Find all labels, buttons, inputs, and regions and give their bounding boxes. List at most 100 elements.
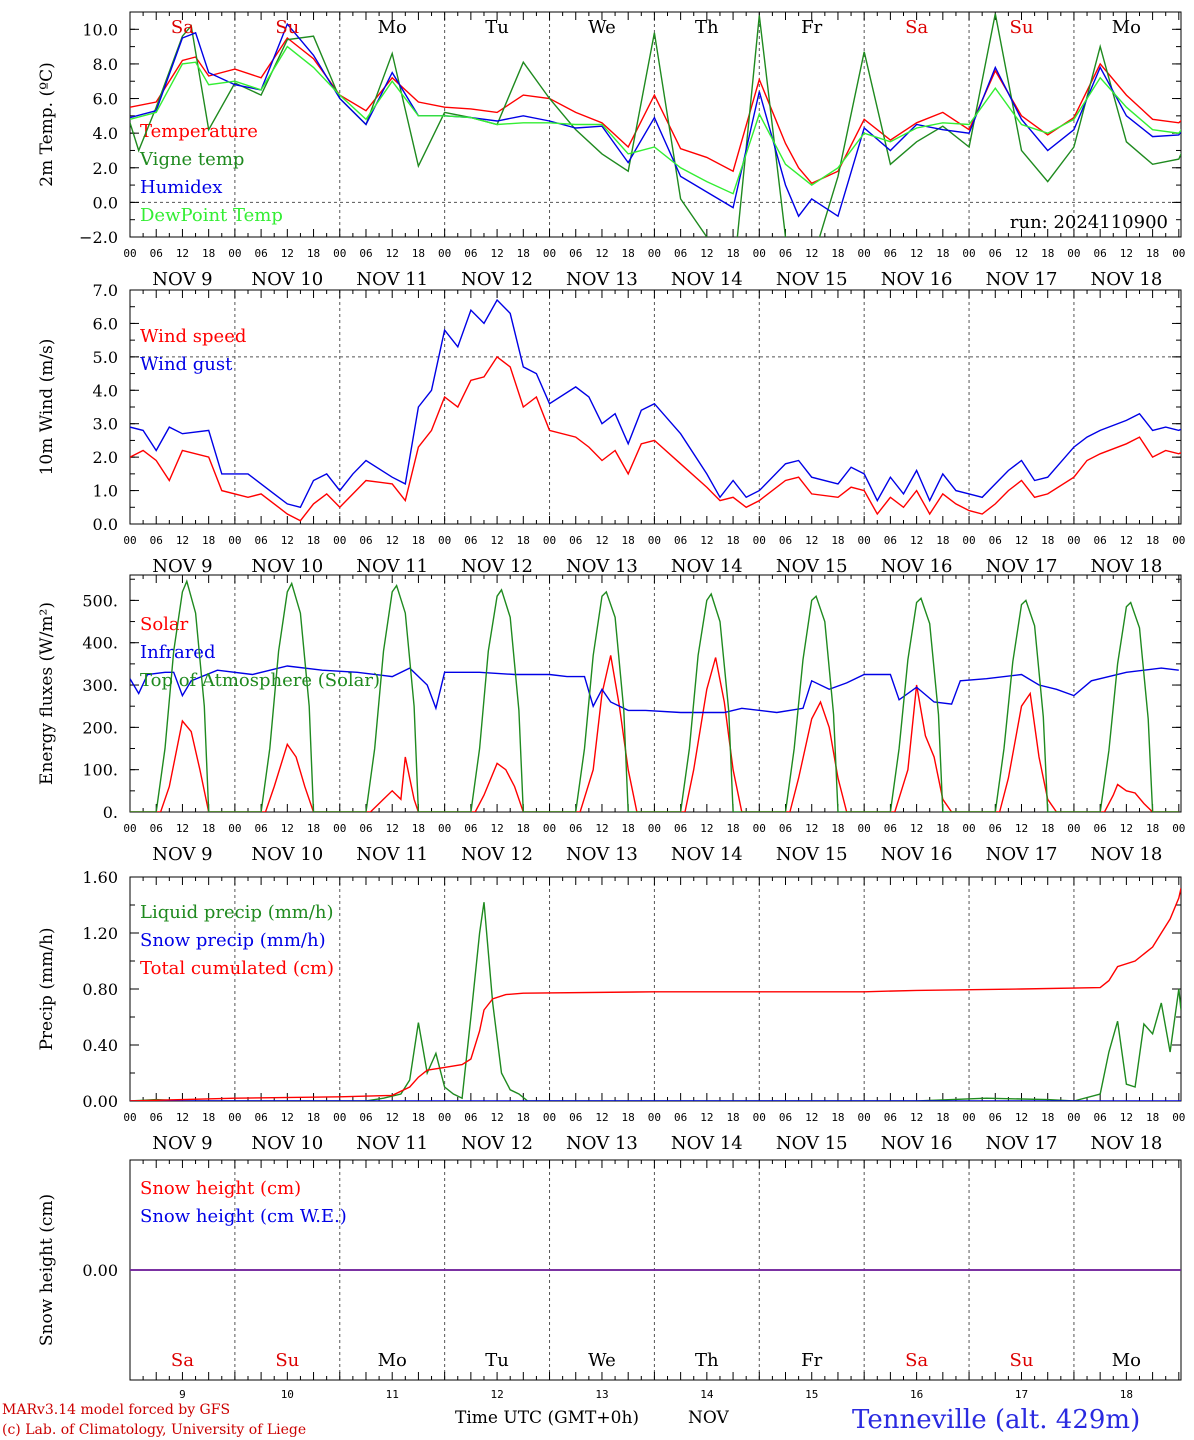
hour-tick-label: 18: [1041, 1111, 1054, 1124]
date-label: NOV 10: [251, 1133, 323, 1154]
date-label: NOV 14: [671, 556, 743, 577]
date-label: NOV 9: [152, 556, 212, 577]
hour-tick-label: 12: [176, 822, 189, 835]
hour-tick-label: 00: [228, 247, 241, 260]
weekday-label: We: [588, 1350, 616, 1371]
hour-tick-label: 00: [753, 247, 766, 260]
series-line-solar: [130, 655, 1179, 812]
hour-tick-label: 00: [858, 822, 871, 835]
date-label: NOV 18: [1090, 844, 1162, 865]
hour-tick-label: 00: [962, 534, 975, 547]
hour-tick-label: 12: [700, 1111, 713, 1124]
date-label: NOV 16: [881, 1133, 953, 1154]
y-axis-title: Energy fluxes (W/m²): [37, 602, 57, 785]
y-tick-label: 10.0: [82, 20, 118, 39]
y-tick-label: −2.0: [79, 228, 118, 247]
hour-tick-label: 00: [753, 1111, 766, 1124]
y-tick-label: 500.: [82, 591, 118, 610]
weekday-label: Th: [695, 17, 719, 38]
hour-tick-label: 00: [543, 1111, 556, 1124]
hour-tick-label: 06: [884, 534, 897, 547]
weekday-label: Mo: [1112, 17, 1141, 38]
hour-tick-label: 18: [831, 1111, 844, 1124]
y-tick-label: 0.00: [82, 1092, 118, 1111]
hour-tick-label: 12: [910, 822, 923, 835]
hour-tick-label: 06: [569, 1111, 582, 1124]
y-axis-title: 2m Temp. (ºC): [37, 62, 57, 187]
hour-tick-label: 18: [202, 822, 215, 835]
weekday-label: Sa: [171, 17, 194, 38]
day-number-label: 10: [281, 1388, 294, 1401]
hour-tick-label: 06: [254, 822, 267, 835]
y-tick-label: 0.0: [93, 515, 118, 534]
hour-tick-label: 18: [1041, 822, 1054, 835]
hour-tick-label: 12: [386, 534, 399, 547]
hour-tick-label: 06: [569, 822, 582, 835]
hour-tick-label: 06: [464, 247, 477, 260]
hour-tick-label: 00: [753, 822, 766, 835]
hour-tick-label: 12: [700, 247, 713, 260]
legend-entry: Wind gust: [140, 354, 233, 375]
hour-tick-label: 12: [805, 534, 818, 547]
hour-tick-label: 00: [858, 534, 871, 547]
hour-tick-label: 06: [884, 1111, 897, 1124]
hour-tick-label: 18: [202, 534, 215, 547]
date-label: NOV 15: [776, 269, 848, 290]
y-tick-label: 6.0: [93, 314, 118, 333]
hour-tick-label: 12: [176, 1111, 189, 1124]
hour-tick-label: 18: [831, 822, 844, 835]
date-label: NOV 9: [152, 269, 212, 290]
date-label: NOV 16: [881, 844, 953, 865]
y-tick-label: 400.: [82, 634, 118, 653]
hour-tick-label: 00: [1172, 1111, 1185, 1124]
hour-tick-label: 06: [779, 1111, 792, 1124]
hour-tick-label: 00: [123, 822, 136, 835]
hour-tick-label: 12: [1120, 822, 1133, 835]
series-line-infrared: [130, 665, 1179, 714]
day-number-label: 9: [179, 1388, 186, 1401]
panel-frame: [129, 574, 1182, 813]
hour-tick-label: 00: [1067, 534, 1080, 547]
hour-tick-label: 18: [726, 247, 739, 260]
date-label: NOV 10: [251, 556, 323, 577]
date-label: NOV 16: [881, 556, 953, 577]
hour-tick-label: 18: [1041, 247, 1054, 260]
legend-entry: Snow height (cm W.E.): [140, 1206, 347, 1227]
y-tick-label: 7.0: [93, 281, 118, 300]
date-label: NOV 9: [152, 844, 212, 865]
run-annotation: run: 2024110900: [1010, 212, 1168, 233]
hour-tick-label: 18: [622, 247, 635, 260]
hour-tick-label: 06: [150, 534, 163, 547]
hour-tick-label: 00: [1172, 534, 1185, 547]
legend-entry: Wind speed: [140, 326, 246, 347]
day-number-label: 15: [805, 1388, 818, 1401]
weekday-label: Mo: [378, 17, 407, 38]
hour-tick-label: 00: [228, 822, 241, 835]
hour-tick-label: 12: [1015, 247, 1028, 260]
legend-entry: DewPoint Temp: [140, 205, 283, 226]
hour-tick-label: 06: [150, 247, 163, 260]
hour-tick-label: 12: [281, 1111, 294, 1124]
date-label: NOV 15: [776, 844, 848, 865]
weekday-label: Su: [1010, 1350, 1034, 1371]
hour-tick-label: 00: [123, 534, 136, 547]
hour-tick-label: 00: [962, 1111, 975, 1124]
hour-tick-label: 12: [281, 534, 294, 547]
hour-tick-label: 00: [858, 247, 871, 260]
hour-tick-label: 18: [202, 1111, 215, 1124]
date-label: NOV 10: [251, 844, 323, 865]
date-label: NOV 13: [566, 844, 638, 865]
hour-tick-label: 00: [333, 534, 346, 547]
weekday-label: Sa: [171, 1350, 194, 1371]
hour-tick-label: 06: [674, 534, 687, 547]
legend-entry: Humidex: [140, 177, 222, 198]
hour-tick-label: 12: [281, 822, 294, 835]
legend-entry: Liquid precip (mm/h): [140, 902, 334, 923]
hour-tick-label: 12: [910, 1111, 923, 1124]
hour-tick-label: 12: [805, 822, 818, 835]
y-tick-label: 2.0: [93, 448, 118, 467]
hour-tick-label: 18: [936, 1111, 949, 1124]
hour-tick-label: 06: [674, 822, 687, 835]
day-number-label: 16: [910, 1388, 923, 1401]
hour-tick-label: 00: [648, 1111, 661, 1124]
